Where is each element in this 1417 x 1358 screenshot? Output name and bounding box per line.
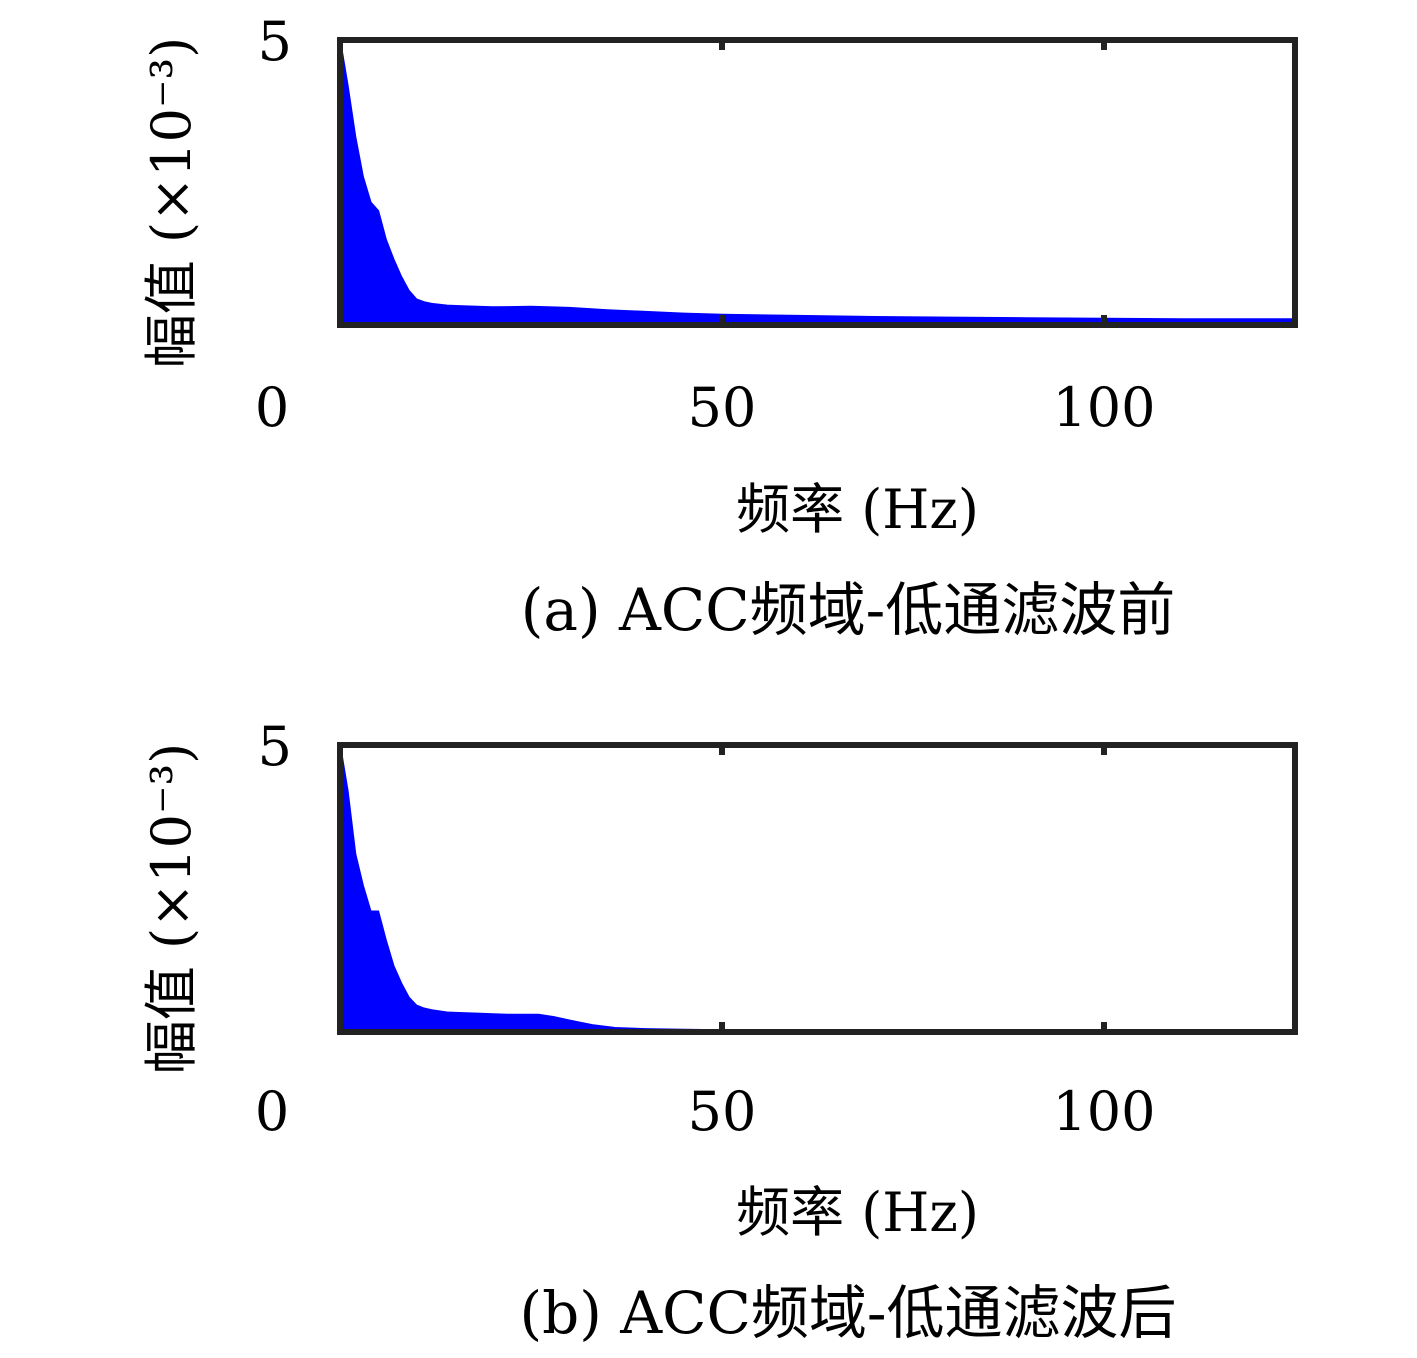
x-tick-label: 50 bbox=[688, 1080, 757, 1143]
panel-caption: (a) ACC频域-低通滤波前 bbox=[521, 576, 1176, 644]
x-tick-label: 0 bbox=[255, 376, 289, 439]
y-axis-label: 幅值 (×10⁻³) bbox=[140, 743, 203, 1074]
x-tick-label: 50 bbox=[688, 376, 757, 439]
axes-box bbox=[337, 742, 1298, 1035]
y-tick-label: 5 bbox=[258, 10, 292, 73]
x-tick-label: 0 bbox=[255, 1080, 289, 1143]
x-tick-label: 100 bbox=[1052, 1080, 1155, 1143]
chart-panel-b: 0 50 100 5 频率 (Hz) 幅值 (×10⁻³) (b) ACC频域-低通滤波后 bbox=[140, 715, 1298, 1347]
panel-caption: (b) ACC频域-低通滤波后 bbox=[519, 1279, 1176, 1347]
x-axis-label: 频率 (Hz) bbox=[736, 1181, 979, 1244]
chart-panel-a: 0 50 100 5 频率 (Hz) 幅值 (×10⁻³) (a) ACC频域-低通滤波前 bbox=[140, 10, 1298, 644]
y-axis-label: 幅值 (×10⁻³) bbox=[140, 37, 203, 368]
y-tick-label: 5 bbox=[258, 715, 292, 778]
spectrum-area-series-0 bbox=[339, 39, 1296, 326]
spectrum-area-series-0 bbox=[339, 744, 1296, 1033]
axes-box bbox=[337, 37, 1298, 328]
x-axis-label: 频率 (Hz) bbox=[736, 478, 979, 541]
x-tick-label: 100 bbox=[1052, 376, 1155, 439]
